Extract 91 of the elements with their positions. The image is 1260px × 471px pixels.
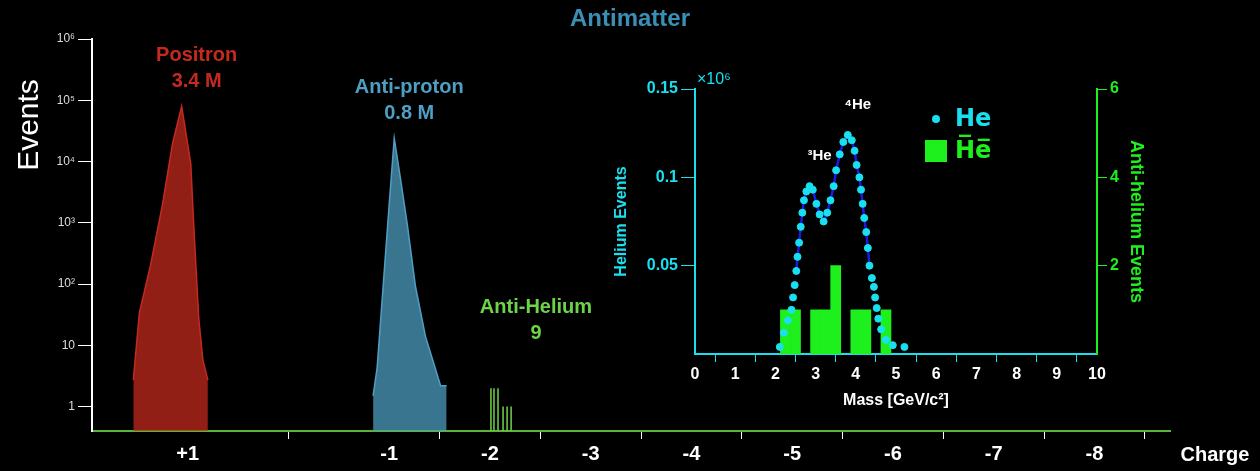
annotation: ×10⁶ [697, 70, 731, 88]
annotation: 3.4 M [171, 68, 222, 91]
point [871, 293, 880, 302]
x-tick-label: -8 [1085, 441, 1104, 464]
point [881, 335, 890, 344]
point [798, 208, 807, 217]
x-tick-label: 5 [891, 365, 901, 383]
point [863, 244, 872, 252]
annotation: 9 [530, 320, 542, 343]
y2-tick-label: 4 [1110, 167, 1119, 185]
x-tick-label: 7 [971, 365, 981, 383]
point [862, 228, 871, 237]
point [847, 136, 856, 145]
point [850, 146, 859, 155]
point [795, 238, 804, 247]
x-tick-label: -5 [783, 441, 802, 464]
point [789, 293, 798, 302]
y-axis-title: Events [11, 79, 45, 171]
point [792, 266, 801, 275]
x-tick-label: 4 [851, 365, 861, 383]
y-axis-title: Helium Events [612, 166, 630, 277]
point [839, 138, 848, 146]
annotation: ⁴He [844, 95, 872, 113]
y-tick-label: 0.15 [646, 79, 679, 97]
x-axis-title: Charge [1180, 442, 1250, 465]
point [779, 328, 788, 337]
x-tick-label: -4 [682, 441, 702, 464]
y-tick-label: 10 [61, 337, 76, 352]
x-tick-label: -6 [884, 441, 902, 464]
annotation: ³He [807, 146, 832, 164]
x-tick-label: 2 [770, 365, 780, 383]
point [865, 261, 874, 270]
point [812, 199, 821, 208]
x-tick-label: 1 [730, 365, 740, 383]
point [819, 217, 828, 226]
point [826, 196, 835, 205]
x-tick-label: -2 [481, 441, 499, 464]
point [855, 173, 864, 182]
text: Positron [156, 42, 238, 65]
x-tick-label: -1 [380, 441, 399, 464]
x-tick-label: 8 [1012, 365, 1022, 383]
point [857, 185, 866, 194]
y-tick-label: 0.1 [655, 167, 679, 185]
y-tick-label: 10⁴ [56, 153, 75, 168]
point [874, 314, 883, 323]
chart-title: Antimatter [569, 3, 691, 31]
y2-tick-label: 6 [1110, 79, 1119, 97]
x-tick-label: 6 [931, 365, 941, 383]
point [888, 341, 897, 350]
point [832, 166, 841, 175]
point [869, 282, 878, 291]
point [796, 222, 805, 231]
legend-label: He [955, 104, 992, 133]
y-tick-label: 10⁶ [56, 31, 76, 46]
point [799, 196, 808, 205]
legend-label: H̅e̅ [955, 133, 992, 165]
point [787, 305, 796, 314]
y-tick-label: 0.05 [646, 256, 679, 274]
x-tick-label: +1 [176, 441, 200, 464]
point [775, 342, 784, 351]
x-tick-label: -7 [984, 441, 1003, 464]
y-tick-label: 10² [57, 276, 75, 291]
point [858, 199, 867, 208]
x-tick-label: 10 [1088, 365, 1106, 383]
point [815, 210, 824, 219]
x-tick-label: 0 [690, 365, 700, 383]
point [829, 182, 838, 191]
y2-tick-label: 2 [1110, 256, 1119, 274]
point [843, 130, 852, 139]
point [877, 325, 886, 334]
point [860, 213, 869, 222]
point [867, 274, 876, 283]
x-tick-label: 3 [811, 365, 821, 383]
point [783, 316, 792, 325]
x-tick-label: -3 [581, 441, 600, 464]
point [790, 281, 799, 290]
point [823, 208, 832, 217]
y2-axis-title: Anti-helium Events [1127, 139, 1148, 304]
text: Anti-proton [354, 74, 464, 97]
point [900, 342, 909, 351]
point [852, 160, 861, 169]
point [793, 252, 802, 261]
y-tick-label: 10⁵ [56, 92, 76, 107]
x-axis-title: Mass [GeV/c²] [843, 390, 949, 408]
x-tick-label: 9 [1052, 365, 1062, 383]
y-tick-label: 1 [68, 398, 76, 413]
point [835, 150, 844, 159]
text: Anti-Helium [479, 294, 593, 317]
annotation: 0.8 M [384, 100, 435, 123]
point [872, 304, 881, 313]
y-tick-label: 10³ [57, 215, 75, 230]
